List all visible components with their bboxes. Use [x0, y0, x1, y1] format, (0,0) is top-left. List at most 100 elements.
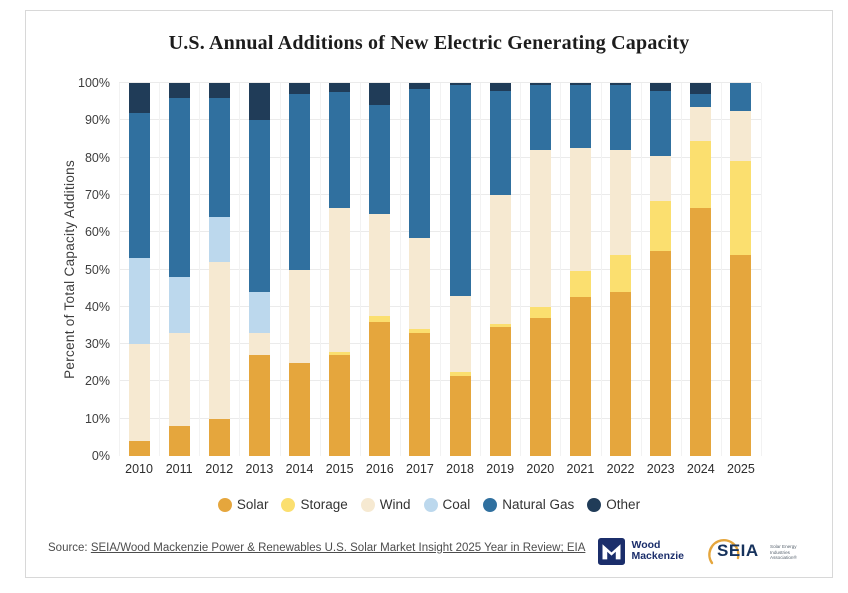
legend-label-natural-gas: Natural Gas [502, 497, 575, 512]
bar-segment-solar [289, 362, 311, 456]
source-link[interactable]: SEIA/Wood Mackenzie Power & Renewables U… [90, 542, 586, 554]
bar-segment-coal [128, 258, 150, 345]
bar-slot-2017 [400, 83, 440, 456]
y-tick-label: 0% [91, 449, 110, 463]
y-tick-label: 70% [84, 187, 110, 202]
bar-segment-storage [650, 200, 672, 251]
bar-2024 [690, 83, 712, 456]
bar-segment-other [610, 83, 632, 85]
x-tick-label: 2023 [646, 462, 675, 476]
legend-item-coal: Coal [423, 497, 471, 512]
bar-segment-natural-gas [730, 83, 752, 111]
bar-segment-natural-gas [489, 90, 511, 195]
bar-slot-2013 [239, 83, 279, 456]
bar-2021 [569, 83, 591, 456]
gridline-vertical [640, 83, 642, 456]
bar-2014 [289, 83, 311, 456]
bar-slot-2012 [199, 83, 239, 456]
y-tick-label: 90% [84, 113, 110, 128]
bar-segment-other [650, 83, 672, 91]
bar-segment-other [690, 83, 712, 95]
gridline-vertical [159, 83, 161, 456]
x-tick-label: 2020 [526, 462, 555, 476]
bar-2013 [248, 83, 270, 456]
bar-segment-natural-gas [690, 94, 712, 108]
gridline-vertical [720, 83, 722, 456]
y-axis-title: Percent of Total Capacity Additions [62, 160, 77, 379]
bar-segment-other [329, 83, 351, 93]
bar-segment-wind [128, 344, 150, 442]
x-tick-label: 2022 [606, 462, 635, 476]
bar-segment-other [289, 83, 311, 95]
bar-segment-storage [329, 351, 351, 356]
y-tick-label: 20% [84, 374, 110, 389]
bar-2010 [128, 83, 150, 456]
bar-segment-storage [409, 329, 431, 333]
x-tick-label: 2015 [325, 462, 354, 476]
x-tick-label: 2019 [486, 462, 515, 476]
bar-segment-storage [610, 254, 632, 292]
bar-segment-other [128, 83, 150, 113]
legend-swatch-storage-icon [281, 497, 296, 512]
bar-segment-other [208, 83, 230, 98]
bar-segment-solar [610, 291, 632, 456]
x-tick-label: 2013 [245, 462, 274, 476]
source-line: Source: SEIA/Wood Mackenzie Power & Rene… [48, 542, 585, 554]
gridline-vertical [279, 83, 281, 456]
seia-wordmark: SEIA [717, 541, 759, 560]
bar-segment-solar [369, 321, 391, 456]
plot-area: 2010 2011 2012 2013 2014 2015 2016 2017 2018 2019… [78, 76, 762, 476]
bar-segment-storage [489, 323, 511, 328]
gridline-vertical [560, 83, 562, 456]
bar-segment-solar [168, 426, 190, 456]
legend-item-storage: Storage [281, 497, 348, 512]
bar-segment-storage [730, 161, 752, 255]
bars-layer [119, 83, 761, 456]
gridline-vertical [119, 83, 120, 456]
bar-segment-other [248, 83, 270, 121]
legend-label-coal: Coal [442, 497, 471, 512]
y-axis-title-wrap: Percent of Total Capacity Additions [62, 83, 77, 456]
legend-label-other: Other [606, 497, 641, 512]
bar-segment-natural-gas [409, 88, 431, 238]
bar-segment-wind [369, 213, 391, 317]
gridline-vertical [359, 83, 361, 456]
legend-swatch-other-icon [587, 497, 602, 512]
legend-label-solar: Solar [236, 497, 269, 512]
wood-mackenzie-wordmark: Wood Mackenzie [631, 539, 684, 563]
bar-segment-storage [449, 372, 471, 376]
bar-slot-2010 [119, 83, 159, 456]
bar-segment-wind [449, 295, 471, 373]
bar-slot-2015 [320, 83, 360, 456]
bar-segment-solar [690, 207, 712, 456]
source-prefix: Source: [48, 542, 88, 554]
bar-segment-solar [569, 297, 591, 456]
gridline-vertical [480, 83, 482, 456]
legend-label-wind: Wind [379, 497, 411, 512]
y-tick-label: 10% [84, 411, 110, 426]
bar-segment-solar [248, 355, 270, 456]
bar-segment-storage [369, 316, 391, 322]
seia-logo: SEIA Solar Energy Industries Association… [706, 533, 818, 569]
bar-2019 [489, 83, 511, 456]
x-tick-label: 2014 [285, 462, 314, 476]
bar-slot-2016 [360, 83, 400, 456]
bar-slot-2021 [560, 83, 600, 456]
bar-slot-2014 [280, 83, 320, 456]
legend-swatch-wind-icon [360, 497, 375, 512]
bar-2025 [730, 83, 752, 456]
bar-segment-solar [730, 254, 752, 456]
bar-segment-solar [208, 418, 230, 456]
seia-tagline-line1: Solar Energy [770, 544, 797, 549]
bar-segment-wind [650, 155, 672, 201]
bar-segment-natural-gas [208, 97, 230, 218]
legend-item-other: Other [587, 497, 640, 512]
bar-segment-wind [208, 262, 230, 419]
seia-tagline-line3: Association® [770, 555, 797, 561]
bar-segment-other [449, 83, 471, 85]
legend-swatch-solar-icon [217, 497, 232, 512]
bar-slot-2020 [520, 83, 560, 456]
bar-segment-natural-gas [248, 120, 270, 292]
bar-slot-2018 [440, 83, 480, 456]
